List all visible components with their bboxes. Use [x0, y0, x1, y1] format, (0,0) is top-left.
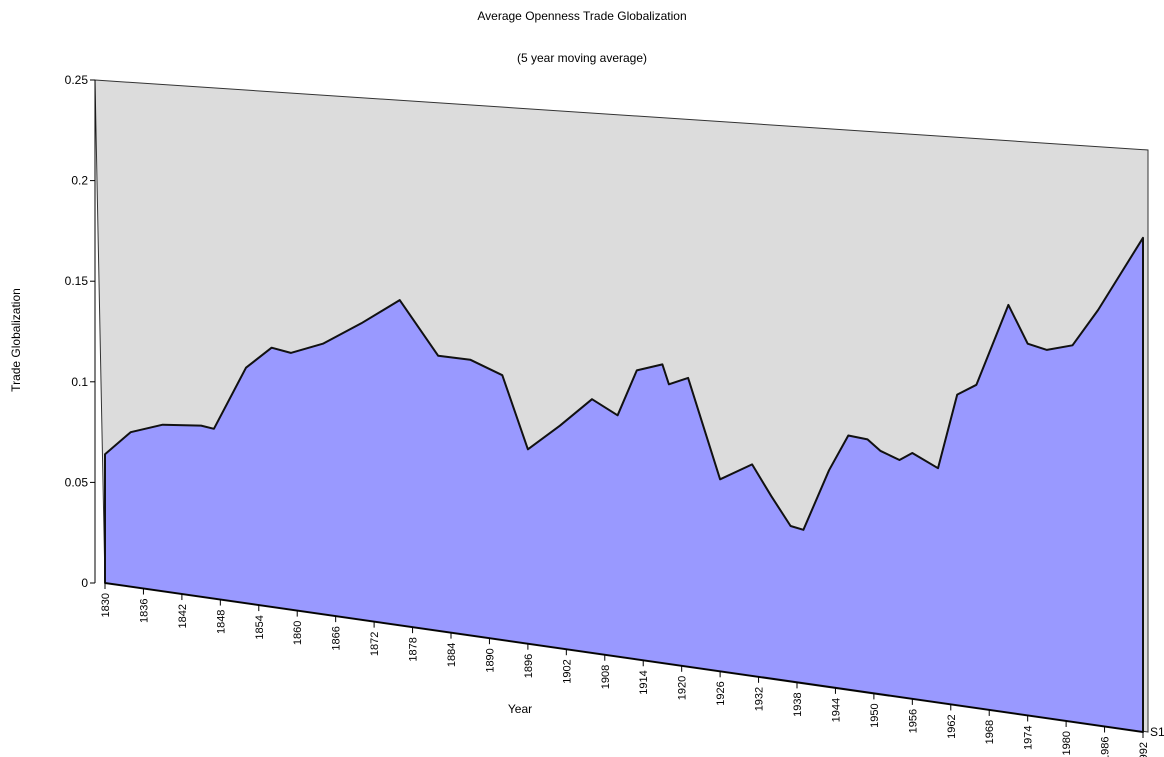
x-tick-label: 1836 [138, 599, 150, 623]
y-tick-label: 0.2 [71, 174, 88, 188]
x-tick-label: 1830 [100, 593, 112, 617]
area [104, 236, 1144, 733]
x-tick-label: 1896 [523, 654, 535, 678]
y-tick-label: 0 [81, 576, 88, 590]
x-tick-label: 1944 [830, 698, 842, 722]
y-tick-label: 0.15 [65, 274, 89, 288]
x-tick-label: 1878 [408, 637, 420, 661]
x-tick-label: 1926 [715, 681, 727, 705]
x-tick-label: 1854 [254, 615, 266, 639]
x-tick-label: 1980 [1061, 731, 1073, 755]
x-tick-label: 1938 [792, 692, 804, 716]
x-tick-label: 1902 [561, 659, 573, 683]
x-tick-label: 1866 [331, 626, 343, 650]
legend-label: S1 [1150, 725, 1164, 739]
x-tick-label: 1890 [484, 648, 496, 672]
x-tick-label: 1908 [600, 665, 612, 689]
chart-title: Average Openness Trade Globalization [477, 9, 686, 23]
x-tick-label: 1932 [754, 687, 766, 711]
x-tick-label: 1986 [1100, 736, 1112, 757]
x-tick-label: 1842 [177, 604, 189, 628]
x-axis [104, 582, 1144, 733]
x-tick-label: 1914 [638, 670, 650, 694]
x-tick-label: 1872 [369, 632, 381, 656]
x-tick-label: 1848 [215, 610, 227, 634]
x-tick-label: 1992 [1138, 742, 1150, 757]
chart-subtitle: (5 year moving average) [517, 51, 647, 65]
x-tick-label: 1968 [984, 720, 996, 744]
x-tick-label: 1974 [1023, 725, 1035, 749]
y-tick-label: 0.25 [65, 73, 89, 87]
y-tick-label: 0.05 [65, 475, 89, 489]
y-tick-label: 0.1 [71, 375, 88, 389]
x-tick-label: 1956 [907, 709, 919, 733]
y-axis-label: Trade Globalization [9, 288, 23, 392]
x-tick-label: 1962 [946, 714, 958, 738]
x-tick-label: 1884 [446, 643, 458, 667]
x-tick-label: 1860 [292, 621, 304, 645]
x-axis-label: Year [508, 702, 532, 716]
x-tick-label: 1920 [677, 676, 689, 700]
x-tick-label: 1950 [869, 703, 881, 727]
